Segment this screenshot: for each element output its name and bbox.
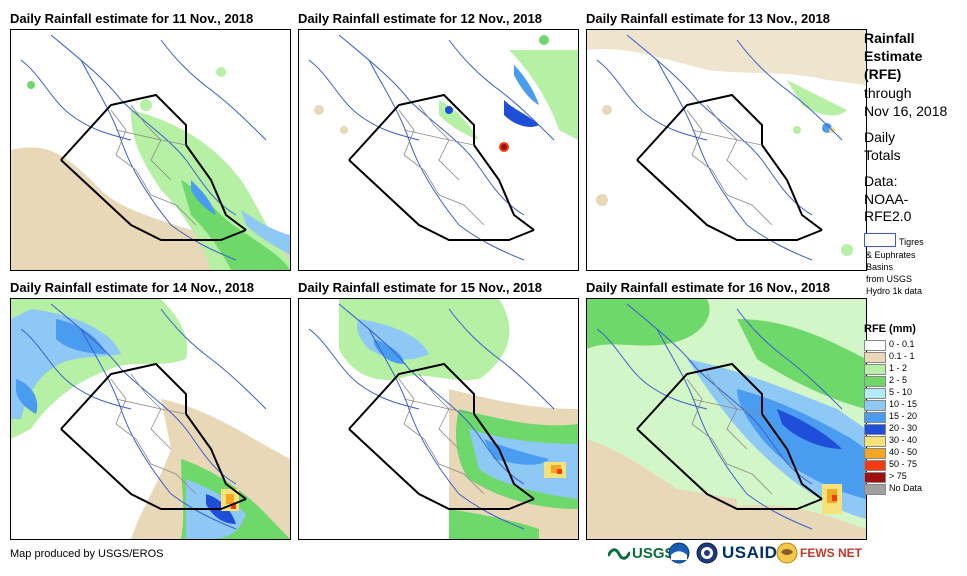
rfe-legend-label: 50 - 75: [889, 459, 918, 469]
rfe-legend-row: > 75: [864, 471, 967, 483]
panel-title-nov16: Daily Rainfall estimate for 16 Nov., 201…: [586, 280, 830, 295]
panel-title-nov14: Daily Rainfall estimate for 14 Nov., 201…: [10, 280, 254, 295]
rfe-legend-swatch: [864, 412, 886, 423]
panel-title-nov15: Daily Rainfall estimate for 15 Nov., 201…: [298, 280, 542, 295]
rfe-legend-label: 15 - 20: [889, 411, 918, 421]
fews-globe-icon: [776, 542, 798, 564]
rainfall-map-nov14: [11, 299, 290, 539]
rfe-legend-label: 5 - 10: [889, 387, 913, 397]
legend-data-label: Data:: [864, 173, 898, 189]
rfe-legend-row: 15 - 20: [864, 411, 967, 423]
rainfall-map-nov16: [587, 299, 866, 539]
rfe-legend-swatch: [864, 436, 886, 447]
rfe-legend-label: 30 - 40: [889, 435, 918, 445]
legend-title-line1: Rainfall: [864, 30, 915, 46]
usgs-logo-text: USGS: [632, 544, 675, 562]
rfe-legend-swatch: [864, 460, 886, 471]
rfe-legend-row: 0.1 - 1: [864, 351, 967, 363]
rfe-legend-row: 2 - 5: [864, 375, 967, 387]
noaa-logo: [668, 541, 690, 565]
rfe-legend-label: 10 - 15: [889, 399, 918, 409]
rfe-legend-swatch: [864, 400, 886, 411]
map-panel-nov11: [10, 29, 291, 271]
rfe-legend-row: 50 - 75: [864, 459, 967, 471]
rfe-legend-row: 20 - 30: [864, 423, 967, 435]
legend-data-source-1: NOAA-: [864, 191, 909, 207]
rfe-legend-swatch: [864, 448, 886, 459]
rfe-legend-label: > 75: [889, 471, 907, 481]
panel-title-nov13: Daily Rainfall estimate for 13 Nov., 201…: [586, 11, 830, 26]
panel-title-nov11: Daily Rainfall estimate for 11 Nov., 201…: [10, 11, 254, 26]
map-panel-nov15: [298, 298, 579, 540]
legend-title-line3: (RFE): [864, 66, 902, 82]
basin-legend-line1: Tigres: [899, 237, 924, 247]
rfe-legend-row: No Data: [864, 483, 967, 495]
fews-net-logo-text: FEWS NET: [800, 546, 862, 560]
map-panel-nov14: [10, 298, 291, 540]
panel-title-nov12: Daily Rainfall estimate for 12 Nov., 201…: [298, 11, 542, 26]
rfe-legend-swatch: [864, 340, 886, 351]
rfe-legend-swatch: [864, 388, 886, 399]
rfe-legend-row: 1 - 2: [864, 363, 967, 375]
noaa-emblem-icon: [668, 542, 690, 564]
basin-legend-line3: Basins: [866, 262, 894, 272]
rfe-legend-swatch: [864, 472, 886, 483]
rfe-legend-swatch: [864, 364, 886, 375]
basin-legend-line4: from USGS: [866, 274, 913, 284]
rfe-legend-swatch: [864, 424, 886, 435]
usgs-logo: USGS: [608, 541, 675, 565]
rfe-legend-label: 0.1 - 1: [889, 351, 915, 361]
basin-legend-line2: & Euphrates: [866, 250, 916, 260]
rainfall-map-nov13: [587, 30, 866, 261]
rfe-legend-label: 2 - 5: [889, 375, 908, 385]
legend-data-source-2: RFE2.0: [864, 208, 912, 224]
legend-daily: Daily: [864, 129, 896, 145]
usgs-wave-icon: [608, 548, 630, 560]
rfe-legend-title: RFE (mm): [864, 323, 916, 335]
legend-date: Nov 16, 2018: [864, 103, 948, 119]
legend-through: through: [864, 85, 912, 101]
rfe-legend-label: 20 - 30: [889, 423, 918, 433]
rfe-legend-row: 5 - 10: [864, 387, 967, 399]
usaid-logo-text: USAID: [722, 543, 778, 562]
rfe-legend-label: No Data: [889, 483, 923, 493]
dos-seal-logo: [696, 541, 718, 565]
rfe-legend-row: 40 - 50: [864, 447, 967, 459]
rfe-legend-row: 0 - 0.1: [864, 339, 967, 351]
fews-net-logo: FEWS NET: [776, 541, 862, 565]
rfe-legend-swatch: [864, 352, 886, 363]
department-seal-icon: [696, 542, 718, 564]
rfe-legend-label: 1 - 2: [889, 363, 908, 373]
rainfall-map-nov11: [11, 34, 290, 270]
legend-title-line2: Estimate: [864, 48, 923, 64]
map-panel-nov13: [586, 29, 867, 271]
usaid-logo: USAID: [722, 541, 777, 565]
rfe-legend-row: 10 - 15: [864, 399, 967, 411]
map-panel-nov12: [298, 29, 579, 271]
basin-legend-line5: Hydro 1k data: [866, 286, 923, 296]
legend-totals: Totals: [864, 147, 901, 163]
rfe-legend-swatch: [864, 484, 886, 495]
rainfall-map-nov15: [308, 299, 578, 539]
rfe-legend-swatch: [864, 376, 886, 387]
basin-legend-swatch: [864, 233, 896, 247]
rfe-legend-label: 0 - 0.1: [889, 339, 915, 349]
rfe-legend-row: 30 - 40: [864, 435, 967, 447]
map-panel-nov16: [586, 298, 867, 540]
rainfall-map-nov12: [308, 34, 578, 261]
map-credit: Map produced by USGS/EROS: [10, 548, 164, 560]
rfe-legend-label: 40 - 50: [889, 447, 918, 457]
